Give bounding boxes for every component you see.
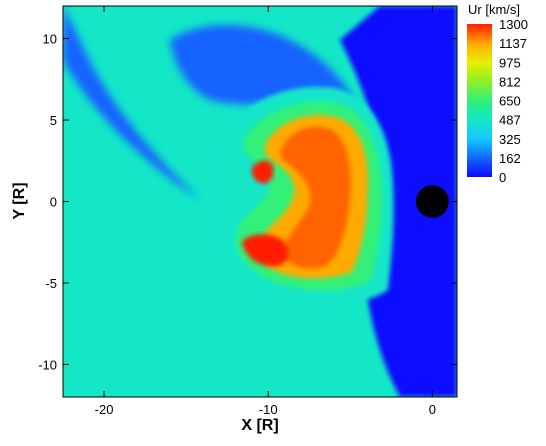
- x-tick-label: -10: [259, 402, 278, 417]
- x-tick-label: 0: [429, 402, 436, 417]
- x-axis-title: X [R]: [241, 417, 278, 434]
- region-dayside-magnetosheath: [340, 6, 457, 397]
- colorbar-level-label: 812: [499, 74, 521, 89]
- colorbar-level-label: 650: [499, 94, 521, 109]
- colorbar-level-label: 325: [499, 132, 521, 147]
- y-axis-ticks: 10 5 0 -5 -10: [38, 32, 457, 372]
- y-axis-title: Y [R]: [11, 182, 28, 219]
- colorbar-title: Ur [km/s]: [468, 2, 520, 17]
- colorbar-level-label: 0: [499, 170, 506, 185]
- colorbar-level-label: 487: [499, 113, 521, 128]
- y-tick-label: 10: [43, 32, 57, 47]
- y-tick-label: -10: [38, 357, 57, 372]
- colorbar: Ur [km/s] 1300 1137 975 812 650 487 325 162 0: [467, 2, 528, 185]
- colorbar-labels: 1300 1137 975 812 650 487 325 162 0: [499, 17, 528, 185]
- y-tick-label: -5: [45, 276, 57, 291]
- contour-field: [63, 6, 457, 397]
- colorbar-level-label: 1137: [499, 36, 527, 51]
- colorbar-level-label: 1300: [499, 17, 528, 32]
- region-jet-south: [242, 234, 289, 267]
- planet-disc: [415, 185, 449, 218]
- x-tick-label: -20: [95, 402, 114, 417]
- region-core-hot: [280, 126, 351, 269]
- colorbar-gradient: [467, 24, 492, 177]
- colorbar-level-label: 975: [499, 55, 521, 70]
- y-tick-label: 5: [50, 113, 57, 128]
- y-tick-label: 0: [50, 195, 57, 210]
- colorbar-level-label: 162: [499, 151, 521, 166]
- x-axis-ticks: -20 -10 0: [95, 6, 436, 417]
- region-jet-north: [251, 160, 274, 184]
